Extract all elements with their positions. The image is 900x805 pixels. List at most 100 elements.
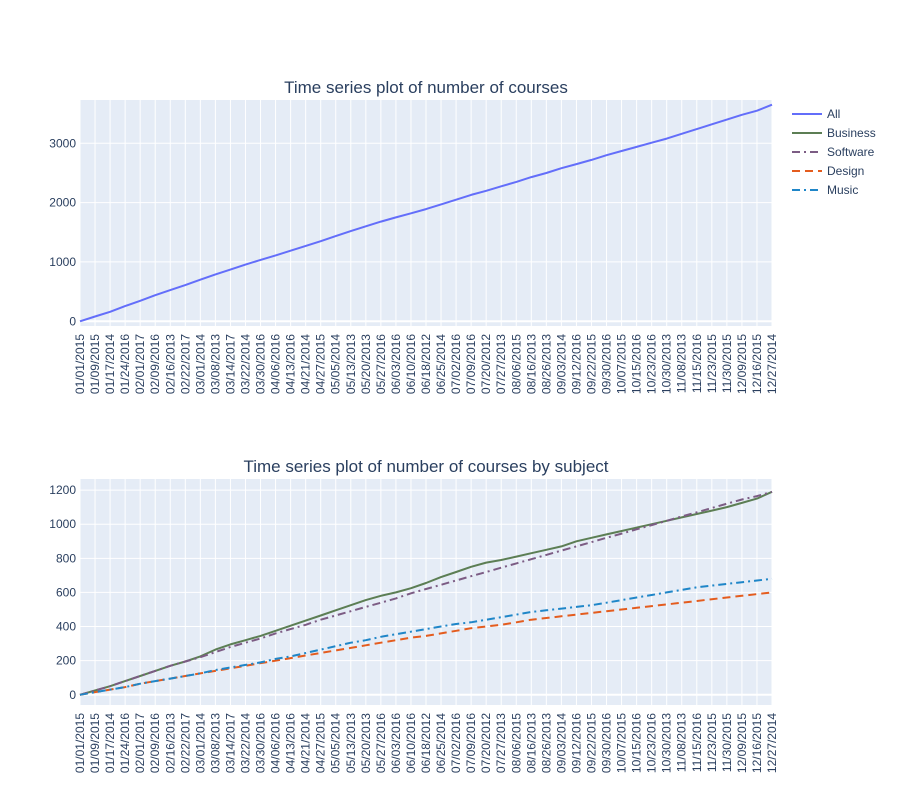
x-tick-label: 07/27/2013 (494, 334, 508, 394)
x-tick-label: 01/24/2016 (118, 334, 132, 394)
x-tick-label: 09/03/2014 (554, 713, 568, 773)
x-tick-label: 07/02/2016 (449, 334, 463, 394)
x-tick-label: 01/01/2015 (73, 713, 87, 773)
x-tick-label: 02/09/2016 (148, 334, 162, 394)
x-tick-label: 10/30/2013 (660, 713, 674, 773)
x-tick-label: 07/20/2012 (479, 713, 493, 773)
x-tick-label: 11/30/2015 (720, 713, 734, 772)
x-tick-label: 06/18/2012 (419, 334, 433, 394)
x-tick-label: 06/03/2016 (389, 334, 403, 394)
x-tick-label: 03/22/2014 (238, 334, 252, 394)
legend-item-all[interactable]: All (827, 107, 840, 121)
legend-item-music[interactable]: Music (827, 183, 858, 197)
x-tick-label: 06/25/2014 (434, 713, 448, 773)
x-tick-label: 07/09/2016 (464, 334, 478, 394)
plot-area (79, 479, 773, 705)
x-tick-label: 04/06/2016 (269, 713, 283, 773)
x-tick-label: 07/02/2016 (449, 713, 463, 773)
x-tick-label: 11/23/2015 (705, 713, 719, 772)
x-tick-label: 05/05/2014 (329, 713, 343, 773)
series-line-software (79, 490, 773, 696)
x-tick-label: 04/27/2015 (314, 334, 328, 394)
series-line-all (79, 103, 773, 323)
x-tick-label: 03/22/2014 (238, 713, 252, 773)
x-tick-label: 09/22/2015 (584, 713, 598, 773)
y-tick-label: 0 (69, 314, 76, 328)
x-tick-label: 08/16/2013 (524, 334, 538, 394)
x-tick-label: 11/23/2015 (705, 334, 719, 393)
x-tick-label: 05/27/2016 (374, 713, 388, 773)
x-tick-label: 11/08/2013 (675, 334, 689, 393)
legend-item-business[interactable]: Business (827, 126, 876, 140)
x-tick-label: 10/23/2016 (645, 334, 659, 394)
x-tick-label: 07/20/2012 (479, 334, 493, 394)
x-tick-label: 12/27/2014 (765, 713, 779, 773)
y-tick-label: 400 (56, 620, 76, 634)
x-tick-label: 10/15/2016 (630, 713, 644, 773)
x-tick-label: 06/10/2016 (404, 713, 418, 773)
legend-item-design[interactable]: Design (827, 164, 864, 178)
x-tick-label: 06/03/2016 (389, 713, 403, 773)
x-tick-label: 04/27/2015 (314, 713, 328, 773)
legend-item-software[interactable]: Software (827, 145, 875, 159)
chart-title: Time series plot of number of courses (284, 78, 568, 97)
y-tick-label: 0 (69, 688, 76, 702)
x-tick-label: 11/08/2013 (675, 713, 689, 772)
x-tick-label: 02/16/2013 (163, 334, 177, 394)
x-tick-label: 02/22/2017 (178, 713, 192, 773)
x-tick-label: 02/01/2017 (133, 713, 147, 773)
x-tick-label: 09/30/2016 (600, 334, 614, 394)
x-tick-label: 10/15/2016 (630, 334, 644, 394)
x-tick-label: 08/26/2013 (539, 334, 553, 394)
x-tick-label: 02/09/2016 (148, 713, 162, 773)
x-tick-label: 03/01/2014 (193, 334, 207, 394)
x-tick-label: 02/16/2013 (163, 713, 177, 773)
chart-title: Time series plot of number of courses by… (243, 457, 608, 476)
x-tick-label: 03/14/2017 (223, 713, 237, 773)
x-tick-label: 11/30/2015 (720, 334, 734, 393)
y-tick-label: 1000 (49, 255, 76, 269)
y-tick-label: 1000 (49, 517, 76, 531)
x-tick-label: 01/17/2014 (103, 334, 117, 394)
x-tick-label: 12/09/2015 (735, 334, 749, 394)
legend[interactable]: All Business Software Design Music (792, 107, 876, 197)
y-tick-label: 200 (56, 654, 76, 668)
x-tick-label: 10/07/2015 (615, 334, 629, 394)
x-tick-label: 12/16/2015 (750, 334, 764, 394)
x-tick-label: 05/13/2013 (344, 334, 358, 394)
x-tick-label: 04/21/2014 (299, 713, 313, 773)
x-tick-label: 01/09/2015 (88, 334, 102, 394)
x-tick-label: 04/13/2016 (284, 334, 298, 394)
x-tick-label: 06/18/2012 (419, 713, 433, 773)
y-tick-label: 3000 (49, 136, 76, 150)
x-tick-label: 01/17/2014 (103, 713, 117, 773)
x-tick-label: 06/10/2016 (404, 334, 418, 394)
x-tick-label: 01/24/2016 (118, 713, 132, 773)
x-tick-label: 05/05/2014 (329, 334, 343, 394)
x-tick-label: 09/30/2016 (600, 713, 614, 773)
y-tick-label: 2000 (49, 196, 76, 210)
x-tick-label: 11/15/2016 (690, 713, 704, 772)
x-tick-label: 07/09/2016 (464, 713, 478, 773)
x-tick-label: 08/26/2013 (539, 713, 553, 773)
x-tick-label: 04/06/2016 (269, 334, 283, 394)
x-tick-label: 12/09/2015 (735, 713, 749, 773)
x-tick-label: 10/23/2016 (645, 713, 659, 773)
x-tick-label: 03/30/2016 (254, 334, 268, 394)
x-tick-label: 07/27/2013 (494, 713, 508, 773)
x-tick-label: 09/22/2015 (584, 334, 598, 394)
series-line-design (79, 591, 773, 696)
y-tick-label: 600 (56, 585, 76, 599)
plot-area (79, 100, 773, 326)
x-tick-label: 01/09/2015 (88, 713, 102, 773)
x-tick-label: 03/01/2014 (193, 713, 207, 773)
x-tick-label: 02/01/2017 (133, 334, 147, 394)
x-tick-label: 10/30/2013 (660, 334, 674, 394)
x-tick-label: 09/12/2016 (569, 334, 583, 394)
x-tick-label: 12/27/2014 (765, 334, 779, 394)
x-tick-label: 05/20/2013 (359, 334, 373, 394)
x-tick-label: 05/27/2016 (374, 334, 388, 394)
x-tick-label: 01/01/2015 (73, 334, 87, 394)
x-tick-label: 05/13/2013 (344, 713, 358, 773)
